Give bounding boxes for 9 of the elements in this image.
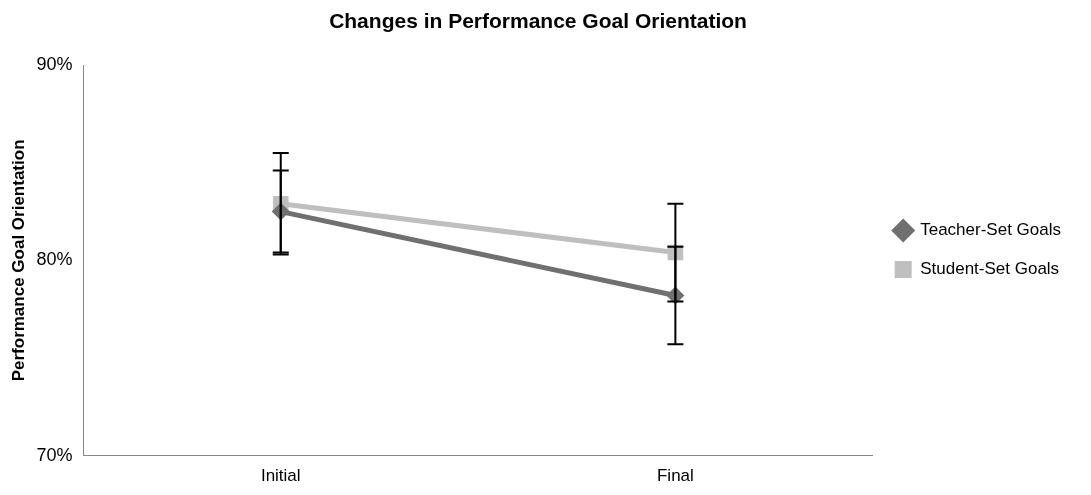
y-tick-label: 80% <box>36 249 73 270</box>
legend-label: Student-Set Goals <box>920 259 1060 279</box>
x-tick-label: Initial <box>260 466 301 486</box>
x-tick-label: Final <box>656 466 694 486</box>
y-tick-label: 90% <box>36 54 73 75</box>
y-tick-label: 70% <box>36 444 73 465</box>
y-axis-title: Performance Goal Orientation <box>8 139 28 382</box>
chart-title: Changes in Performance Goal Orientation <box>329 9 747 33</box>
legend-label: Teacher-Set Goals <box>920 220 1062 240</box>
